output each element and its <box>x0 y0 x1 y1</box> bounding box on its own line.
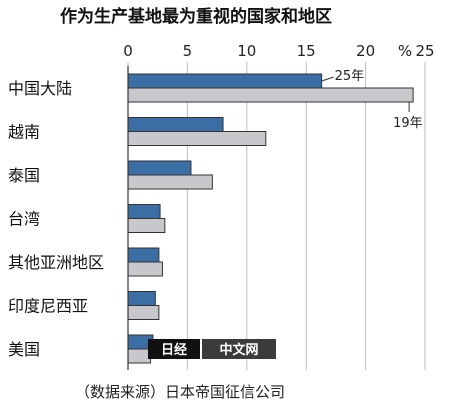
x-tick-labels: 0 5 10 15 20 25 <box>123 42 434 60</box>
watermark-logo-text: 日经 <box>161 342 187 358</box>
category-label: 泰国 <box>8 166 40 185</box>
watermark-logo <box>148 339 200 359</box>
bar-series1 <box>127 204 161 219</box>
x-tick-label: 15 <box>297 42 316 60</box>
bar-series2 <box>127 305 160 320</box>
bar-series2 <box>127 261 163 277</box>
bar-series2 <box>127 218 166 233</box>
x-tick-label: 5 <box>183 42 193 60</box>
bar-series1 <box>127 160 192 176</box>
bar-series2 <box>127 348 152 364</box>
category-label: 印度尼西亚 <box>8 297 88 316</box>
series1-leader-line <box>321 76 334 82</box>
bar-series1 <box>127 247 160 263</box>
category-label: 台湾 <box>8 210 40 229</box>
bar-series2 <box>127 87 414 103</box>
category-label: 美国 <box>8 340 40 359</box>
unit-label: % <box>398 42 412 60</box>
x-tick-label: 25 <box>415 42 434 60</box>
bar-series2 <box>127 174 213 190</box>
category-label: 越南 <box>8 123 40 142</box>
bar-series1 <box>127 73 323 89</box>
source-note: （数据来源）日本帝国征信公司 <box>75 383 285 401</box>
watermark-badge <box>202 339 276 359</box>
series1-annotation: 25年 <box>335 69 365 84</box>
bar-series1 <box>127 117 224 132</box>
chart-title: 作为生产基地最为重视的国家和地区 <box>60 6 332 27</box>
grid-lines <box>127 62 426 370</box>
x-tick-label: 20 <box>356 42 375 60</box>
bars <box>127 73 414 364</box>
category-label: 中国大陆 <box>8 79 72 98</box>
x-tick-label: 0 <box>123 42 133 60</box>
series2-annotation: 19年 <box>393 116 423 131</box>
category-label: 其他亚洲地区 <box>8 253 104 272</box>
bar-series1 <box>127 291 156 306</box>
watermark: 日经 中文网 <box>148 339 276 359</box>
x-tick-label: 10 <box>237 42 256 60</box>
bar-series2 <box>127 131 267 146</box>
watermark-text: 中文网 <box>219 342 258 358</box>
series-annotations: 25年 19年 <box>321 69 423 131</box>
